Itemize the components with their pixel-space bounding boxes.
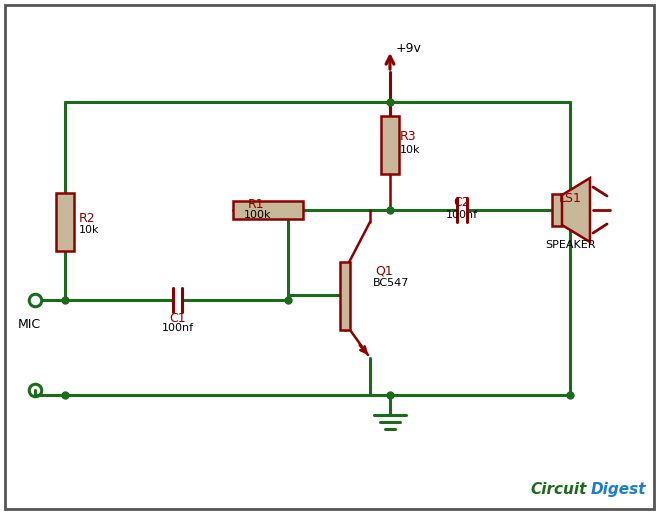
Text: SPEAKER: SPEAKER	[545, 240, 595, 250]
Text: 100nf: 100nf	[446, 210, 478, 220]
Bar	[340, 262, 350, 330]
Text: LS1: LS1	[559, 192, 581, 205]
Bar	[381, 116, 399, 174]
Text: 10k: 10k	[79, 225, 100, 235]
Text: C1: C1	[169, 312, 186, 325]
Text: C2: C2	[453, 196, 471, 209]
Text: 10k: 10k	[400, 145, 420, 155]
Text: 100nf: 100nf	[162, 323, 194, 333]
Text: Q1: Q1	[375, 265, 393, 278]
Text: 100k: 100k	[244, 210, 272, 220]
Text: R3: R3	[400, 130, 416, 143]
Text: MIC: MIC	[18, 318, 41, 331]
Bar	[552, 194, 562, 226]
Text: R1: R1	[248, 198, 265, 211]
Bar	[56, 193, 74, 251]
Text: R2: R2	[79, 212, 96, 225]
Text: Circuit: Circuit	[530, 482, 587, 497]
Text: +9v: +9v	[396, 42, 422, 54]
Bar	[233, 201, 303, 219]
Text: Digest: Digest	[591, 482, 646, 497]
Polygon shape	[562, 178, 590, 242]
Text: BC547: BC547	[373, 278, 409, 288]
